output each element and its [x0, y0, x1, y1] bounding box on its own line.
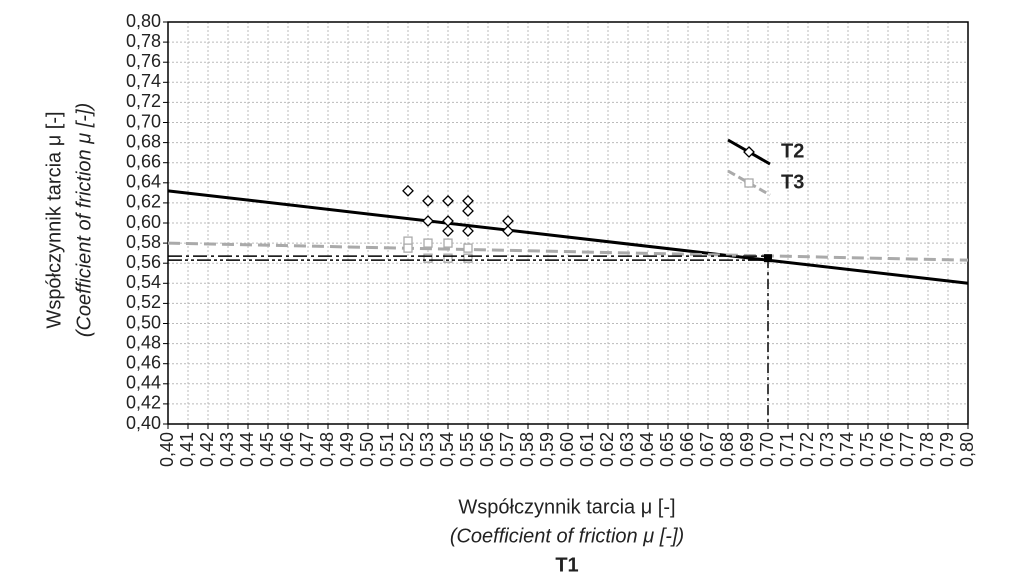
y-tick-label: 0,58: [126, 232, 161, 252]
legend-marker: [744, 178, 754, 188]
y-tick-label: 0,76: [126, 51, 161, 71]
x-tick-label: 0,73: [817, 432, 837, 467]
x-tick-label: 0,72: [797, 432, 817, 467]
y-tick-label: 0,66: [126, 151, 161, 171]
point: [423, 238, 433, 248]
x-tick-label: 0,53: [417, 432, 437, 467]
y-tick-label: 0,64: [126, 172, 161, 192]
y-tick-label: 0,60: [126, 212, 161, 232]
point: [443, 253, 453, 263]
fit-line: [167, 189, 969, 285]
y-tick-label: 0,78: [126, 31, 161, 51]
x-axis-label: T1: [555, 554, 578, 576]
point: [403, 243, 413, 253]
x-tick-label: 0,47: [297, 432, 317, 467]
x-tick-label: 0,80: [957, 432, 977, 467]
x-tick-label: 0,55: [457, 432, 477, 467]
y-tick-label: 0,70: [126, 111, 161, 131]
x-tick-label: 0,44: [237, 432, 257, 467]
point: [463, 253, 473, 263]
y-tick-label: 0,52: [126, 292, 161, 312]
x-tick-label: 0,62: [597, 432, 617, 467]
point: [422, 194, 434, 207]
point: [462, 225, 474, 237]
y-tick-label: 0,68: [126, 131, 161, 151]
x-tick-label: 0,60: [557, 432, 577, 467]
x-tick-label: 0,40: [157, 432, 177, 467]
x-tick-label: 0,59: [537, 432, 557, 467]
x-tick-label: 0,63: [617, 432, 637, 467]
reference-point: [764, 254, 772, 263]
y-tick-label: 0,80: [126, 11, 161, 31]
x-tick-label: 0,76: [877, 432, 897, 467]
y-tick-label: 0,56: [126, 252, 161, 272]
point: [463, 243, 473, 253]
x-axis-label: Współczynnik tarcia μ [-]: [458, 496, 675, 518]
x-tick-label: 0,68: [717, 432, 737, 467]
x-tick-label: 0,77: [897, 432, 917, 467]
x-tick-label: 0,50: [357, 432, 377, 467]
x-tick-label: 0,61: [577, 432, 597, 467]
x-tick-label: 0,78: [917, 432, 937, 467]
x-tick-label: 0,79: [937, 432, 957, 467]
x-tick-label: 0,48: [317, 432, 337, 467]
y-axis-label: (Coefficient of friction μ [-]): [73, 103, 95, 337]
point: [443, 238, 453, 248]
x-tick-label: 0,56: [477, 432, 497, 467]
x-tick-label: 0,66: [677, 432, 697, 467]
y-tick-label: 0,72: [126, 91, 161, 111]
point: [402, 184, 414, 197]
y-tick-label: 0,44: [126, 373, 161, 393]
x-axis-label: (Coefficient of friction μ [-]): [450, 525, 684, 547]
y-tick-label: 0,48: [126, 332, 161, 352]
y-tick-label: 0,74: [126, 71, 161, 91]
plot-frame: [167, 21, 969, 425]
x-tick-label: 0,69: [737, 432, 757, 467]
x-tick-label: 0,70: [757, 432, 777, 467]
x-tick-label: 0,45: [257, 432, 277, 467]
x-tick-label: 0,67: [697, 432, 717, 467]
y-tick-label: 0,46: [126, 352, 161, 372]
x-tick-label: 0,51: [377, 432, 397, 467]
x-tick-label: 0,49: [337, 432, 357, 467]
point: [423, 253, 433, 263]
x-tick-label: 0,52: [397, 432, 417, 467]
x-tick-label: 0,42: [197, 432, 217, 467]
point: [442, 194, 454, 207]
x-tick-label: 0,71: [777, 432, 797, 467]
point: [462, 205, 474, 217]
point: [502, 225, 514, 237]
legend-label: T3: [781, 171, 804, 193]
y-tick-label: 0,62: [126, 192, 161, 212]
x-tick-label: 0,57: [497, 432, 517, 467]
y-tick-label: 0,42: [126, 393, 161, 413]
x-tick-label: 0,41: [177, 432, 197, 467]
y-tick-label: 0,54: [126, 272, 161, 292]
y-axis-label: Współczynnik tarcia μ [-]: [43, 111, 65, 328]
x-tick-label: 0,74: [837, 432, 857, 467]
x-tick-label: 0,75: [857, 432, 877, 467]
x-tick-label: 0,46: [277, 432, 297, 467]
point: [462, 194, 474, 207]
x-tick-label: 0,54: [437, 432, 457, 467]
x-tick-label: 0,43: [217, 432, 237, 467]
y-tick-label: 0,50: [126, 312, 161, 332]
fit-line: [167, 241, 969, 262]
point: [422, 215, 434, 227]
point: [442, 225, 454, 237]
point: [502, 215, 514, 227]
x-tick-label: 0,58: [517, 432, 537, 467]
x-tick-label: 0,65: [657, 432, 677, 467]
legend-label: T2: [781, 140, 804, 162]
legend-marker: [743, 146, 755, 158]
y-tick-label: 0,40: [126, 413, 161, 433]
x-tick-label: 0,64: [637, 432, 657, 467]
